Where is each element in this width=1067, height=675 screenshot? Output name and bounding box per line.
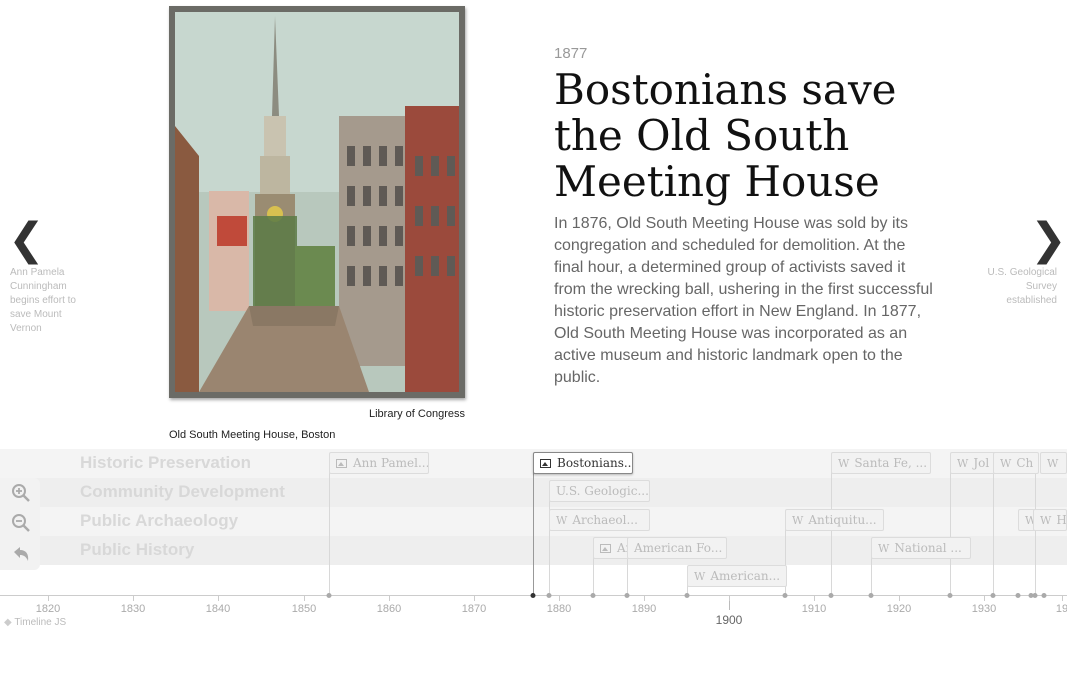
timeline-marker[interactable]: Ann Pamel... — [329, 452, 429, 474]
marker-line — [950, 470, 951, 595]
axis-event-dot — [326, 593, 332, 598]
wikipedia-icon: W — [694, 570, 706, 583]
axis-tick — [389, 596, 390, 601]
axis-event-dot — [1041, 593, 1047, 598]
axis-tick-label: 1850 — [291, 603, 317, 615]
media-credit: Library of Congress — [369, 408, 465, 420]
axis-tick-label: 1910 — [801, 603, 827, 615]
marker-line — [533, 470, 534, 595]
axis-event-dot — [546, 593, 552, 598]
zoom-out-icon[interactable] — [10, 512, 32, 534]
axis-event-dot — [530, 593, 536, 598]
marker-line — [785, 527, 786, 595]
marker-line — [687, 582, 688, 595]
timeline-marker[interactable]: W Santa Fe, ... — [831, 452, 931, 474]
slide-headline: Bostonians save the Old South Meeting Ho… — [554, 65, 897, 206]
slide-body-text: In 1876, Old South Meeting House was sol… — [554, 215, 933, 386]
media-caption: Old South Meeting House, Boston — [169, 429, 336, 441]
axis-tick-label: 1840 — [205, 603, 231, 615]
marker-line — [329, 470, 330, 595]
marker-line — [831, 470, 832, 595]
chevron-left-icon[interactable]: ❮ — [8, 214, 45, 265]
axis-tick-label: 19 — [1055, 603, 1067, 615]
wikipedia-icon: W — [1000, 457, 1012, 470]
axis-tick-label: 1890 — [631, 603, 657, 615]
marker-line — [993, 470, 994, 595]
timeline-marker[interactable]: W Jol — [950, 452, 996, 474]
marker-line — [627, 554, 628, 595]
axis-tick — [814, 596, 815, 601]
axis-event-dot — [590, 593, 596, 598]
axis-event-dot — [624, 593, 630, 598]
group-label-historic-preservation: Historic Preservation — [80, 453, 252, 472]
axis-event-dot — [1015, 593, 1021, 598]
image-icon — [336, 459, 347, 468]
major-tick — [729, 596, 730, 610]
timeline-marker[interactable]: W National ... — [871, 537, 971, 559]
marker-line — [871, 554, 872, 595]
axis-tick-label: 1830 — [120, 603, 146, 615]
timeline-marker[interactable]: American Fo... — [627, 537, 727, 559]
marker-line — [549, 498, 550, 595]
group-label-public-history: Public History — [80, 540, 195, 559]
timelinejs-brand[interactable]: ◆ Timeline JS — [4, 617, 67, 628]
marker-line — [1035, 470, 1036, 595]
axis-tick-label: 1920 — [886, 603, 912, 615]
axis-tick — [729, 596, 730, 601]
axis-tick-label: 1820 — [35, 603, 61, 615]
chevron-right-icon[interactable]: ❯ — [1030, 214, 1067, 265]
timeline-marker[interactable]: W Antiquitu... — [785, 509, 884, 531]
group-label-public-archaeology: Public Archaeology — [80, 511, 239, 530]
axis-tick-label: 1870 — [461, 603, 487, 615]
axis-tick-label: 1880 — [546, 603, 572, 615]
previous-slide-label[interactable]: Ann Pamela Cunningham begins effort to s… — [10, 267, 76, 334]
image-icon — [540, 459, 551, 468]
axis-tick — [1062, 596, 1063, 601]
wikipedia-icon: W — [1025, 514, 1037, 527]
group-label-community-development: Community Development — [80, 482, 285, 501]
axis-tick — [304, 596, 305, 601]
wikipedia-icon: W — [838, 457, 850, 470]
axis-tick-label: 1860 — [376, 603, 402, 615]
wikipedia-icon: W — [792, 514, 804, 527]
timeline-marker[interactable]: W — [1040, 452, 1067, 474]
timeline-marker[interactable]: W American... — [687, 565, 787, 587]
axis-tick — [899, 596, 900, 601]
wikipedia-icon: W — [556, 514, 568, 527]
axis-event-dot — [684, 593, 690, 598]
timeline-marker[interactable]: U.S. Geologic... — [549, 480, 650, 502]
axis-tick — [133, 596, 134, 601]
timeline-marker[interactable]: W Archaeol... — [549, 509, 650, 531]
timelinejs-logo-icon: ◆ — [4, 617, 12, 628]
axis-event-dot — [1028, 593, 1034, 598]
marker-line — [593, 554, 594, 595]
wikipedia-icon: W — [957, 457, 969, 470]
axis-tick-label: 1930 — [971, 603, 997, 615]
axis-tick — [644, 596, 645, 601]
wikipedia-icon: W — [1047, 457, 1059, 470]
axis-event-dot — [782, 593, 788, 598]
next-slide-label[interactable]: U.S. Geological Survey established — [987, 267, 1057, 306]
axis-tick — [559, 596, 560, 601]
image-icon — [600, 544, 611, 553]
back-to-start-icon[interactable] — [10, 543, 32, 565]
axis-event-dot — [868, 593, 874, 598]
slide-image — [169, 6, 465, 398]
major-tick-label: 1900 — [715, 613, 743, 627]
axis-tick — [474, 596, 475, 601]
timeline-marker-active[interactable]: Bostonians... — [533, 452, 633, 474]
wikipedia-icon: W — [1040, 514, 1052, 527]
axis-tick — [48, 596, 49, 601]
axis-tick — [218, 596, 219, 601]
axis-event-dot — [828, 593, 834, 598]
axis-event-dot — [1032, 593, 1038, 598]
slide-date: 1877 — [554, 45, 588, 62]
timeline-marker[interactable]: W Ch — [993, 452, 1039, 474]
wikipedia-icon: W — [878, 542, 890, 555]
axis-event-dot — [990, 593, 996, 598]
zoom-in-icon[interactable] — [10, 482, 32, 504]
axis-tick — [984, 596, 985, 601]
axis-event-dot — [947, 593, 953, 598]
